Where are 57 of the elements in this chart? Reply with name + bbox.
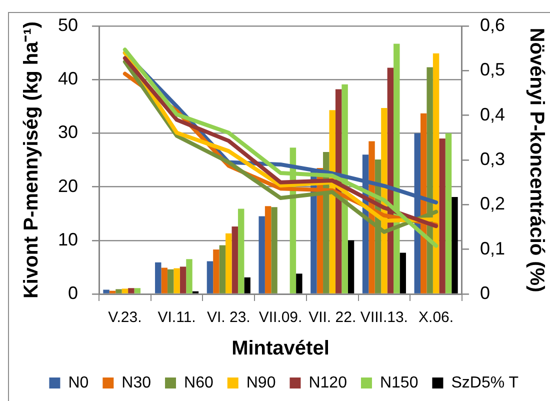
y-tick-label: 20 [58,176,78,196]
legend-label: N90 [246,374,276,392]
y-tick-label: 40 [58,68,78,89]
legend-label: N60 [184,374,214,392]
bar [103,290,110,294]
x-tick-label: X.06. [418,309,454,326]
bar [206,261,214,294]
bar [238,208,244,294]
bar [167,269,174,294]
bar [348,240,354,294]
bar [134,288,140,294]
x-tick-label: VII.09. [258,309,302,326]
y2-tick-label: 0,3 [480,148,506,169]
bar [264,206,272,294]
bar [109,290,116,294]
bar [186,259,192,294]
legend-label: N0 [68,374,89,392]
y2-tick-label: 0,1 [480,238,506,258]
y2-tick-label: 0,4 [480,104,506,124]
legend-label: N150 [380,374,418,392]
legend-label: N30 [122,374,152,392]
bar [258,216,265,294]
y2-axis-title: Növényi P-koncentráció (%) [525,28,548,292]
y-tick-label: 0 [68,282,78,303]
y2-tick-label: 0 [480,282,490,303]
bar [244,277,250,294]
bar [296,274,302,294]
bar [180,266,186,294]
x-axis-title: Mintavétel [232,338,330,360]
y2-tick-label: 0,6 [480,14,506,35]
bar [271,207,278,294]
y-axis-title: Kivont P-mennyiség (kg ha⁻¹) [20,21,43,299]
bar [400,252,406,294]
x-tick-label: VII. 22. [308,309,356,326]
x-tick-label: V.23. [108,309,142,326]
y2-tick-label: 0,5 [480,60,506,80]
bar [219,245,226,294]
y2-tick-label: 0,2 [480,194,506,214]
bar [232,226,238,294]
y-tick-label: 50 [58,14,78,35]
x-tick-label: VI. 23. [206,309,250,326]
bar [452,196,458,294]
x-tick-label: VI.11. [158,309,196,326]
bar [161,268,168,294]
bar [155,262,162,294]
y-tick-label: 30 [58,122,78,142]
bar [122,288,128,294]
legend-label: SzD5% T [451,374,519,392]
bar [128,288,134,294]
bar [226,233,232,294]
x-tick-label: VIII.13. [360,309,408,326]
bar [174,268,180,294]
bar [116,289,122,294]
y-tick-label: 10 [58,229,78,250]
legend-label: N120 [308,374,348,392]
bar [445,133,452,294]
bar [213,250,220,294]
